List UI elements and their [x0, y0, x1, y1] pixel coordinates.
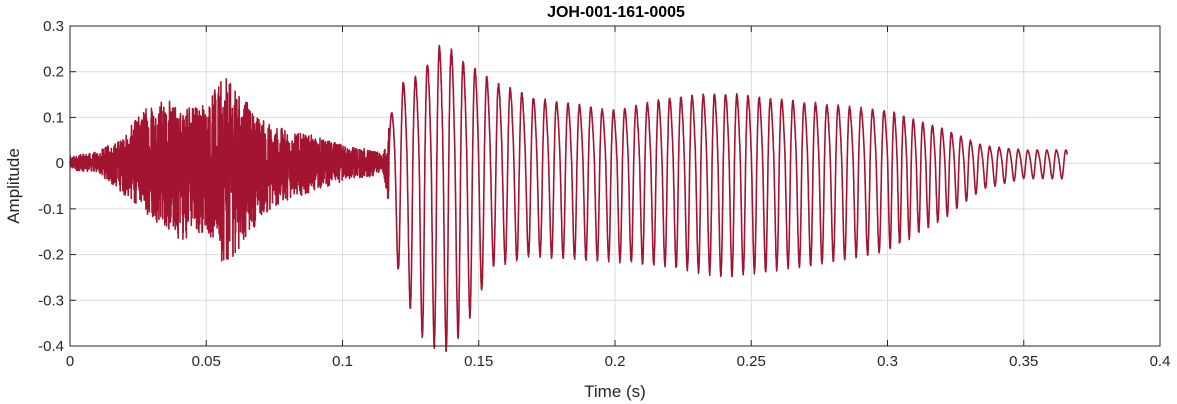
y-tick-label: -0.1 — [38, 201, 64, 218]
y-axis-label: Amplitude — [4, 148, 23, 224]
waveform-line — [69, 44, 1069, 353]
y-tick-label: -0.3 — [38, 292, 64, 309]
x-tick-label: 0.35 — [1009, 353, 1038, 370]
x-tick-label: 0.3 — [877, 353, 898, 370]
x-tick-labels: 0 0.05 0.1 0.15 0.2 0.25 0.3 0.35 0.4 — [66, 353, 1171, 370]
x-tick-label: 0.2 — [605, 353, 626, 370]
y-tick-label: 0.3 — [43, 18, 64, 35]
x-tick-label: 0.4 — [1150, 353, 1171, 370]
x-axis-label: Time (s) — [584, 382, 646, 401]
x-tick-label: 0.25 — [737, 353, 766, 370]
waveform-series — [69, 44, 1069, 353]
y-tick-label: 0.1 — [43, 109, 64, 126]
y-tick-label: 0.2 — [43, 64, 64, 81]
x-tick-label: 0 — [66, 353, 74, 370]
x-tick-label: 0.05 — [192, 353, 221, 370]
y-tick-labels: -0.4 -0.3 -0.2 -0.1 0 0.1 0.2 0.3 — [38, 18, 64, 355]
x-tick-label: 0.15 — [464, 353, 493, 370]
y-tick-label: 0 — [56, 155, 64, 172]
plot-frame — [69, 25, 1161, 347]
x-tick-label: 0.1 — [332, 353, 353, 370]
y-tick-label: -0.2 — [38, 247, 64, 264]
y-tick-label: -0.4 — [38, 338, 64, 355]
chart-title: JOH-001-161-0005 — [547, 4, 685, 21]
